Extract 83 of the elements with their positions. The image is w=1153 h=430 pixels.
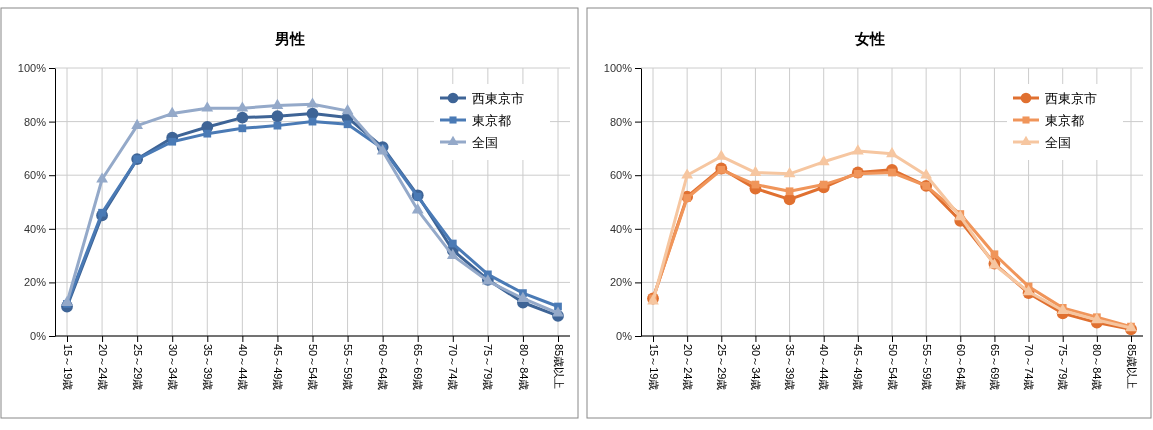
legend-label: 全国	[472, 134, 498, 150]
legend-label: 全国	[1045, 134, 1071, 150]
x-tick-label: 15～19歳	[647, 344, 660, 391]
x-tick-label: 50～54歳	[307, 344, 320, 391]
point	[271, 110, 284, 123]
x-tick-label: 75～79歳	[1057, 344, 1070, 391]
point	[343, 120, 352, 129]
point	[201, 101, 214, 112]
x-tick-label: 15～19歳	[61, 344, 74, 391]
point	[681, 168, 694, 179]
chart-title: 男性	[274, 30, 305, 48]
point	[517, 291, 529, 302]
point	[783, 167, 796, 178]
y-tick-label: 80%	[23, 115, 47, 128]
point	[785, 187, 794, 196]
x-tick-label: 80～84歳	[1091, 344, 1104, 391]
point	[886, 146, 898, 158]
x-tick-label: 45～49歳	[852, 344, 865, 391]
x-tick-label: 30～34歳	[750, 344, 763, 391]
x-tick-label: 70～74歳	[1023, 344, 1036, 391]
y-tick-label: 40%	[23, 222, 47, 235]
point	[96, 172, 108, 183]
x-tick-label: 60～64歳	[377, 344, 390, 391]
x-tick-label: 40～44歳	[818, 344, 831, 391]
x-tick-label: 25～29歳	[715, 344, 728, 391]
point	[920, 168, 933, 179]
x-tick-label: 55～59歳	[920, 344, 933, 391]
point	[411, 203, 424, 214]
y-tick-label: 40%	[609, 222, 633, 235]
x-tick-label: 40～44歳	[237, 344, 250, 391]
legend-label: 東京都	[472, 112, 511, 128]
x-tick-label: 55～59歳	[342, 344, 355, 391]
point	[236, 111, 249, 124]
point	[271, 98, 284, 109]
point	[446, 248, 459, 259]
y-tick-label: 20%	[23, 276, 47, 289]
x-tick-label: 35～39歳	[784, 344, 797, 391]
point	[817, 155, 830, 166]
x-tick-label: 20～24歳	[96, 344, 109, 391]
point	[61, 295, 73, 306]
point	[683, 194, 692, 202]
point	[341, 104, 354, 115]
point	[990, 250, 999, 259]
point	[306, 97, 319, 108]
x-tick-label: 80～84歳	[517, 344, 530, 391]
point	[236, 101, 249, 112]
point	[448, 239, 457, 248]
x-tick-label: 75～79歳	[482, 344, 495, 391]
chart-title: 女性	[853, 30, 885, 48]
point	[131, 118, 144, 130]
y-tick-label: 80%	[609, 115, 633, 128]
point	[166, 106, 179, 117]
point	[819, 180, 828, 189]
x-tick-label: 20～24歳	[681, 344, 694, 391]
x-tick-label: 35～39歳	[201, 344, 214, 391]
y-tick-label: 100%	[603, 62, 633, 75]
legend-label: 西東京市	[472, 90, 524, 106]
x-tick-label: 70～74歳	[447, 344, 460, 391]
point	[203, 129, 212, 138]
x-tick-label: 65～69歳	[989, 344, 1002, 391]
point	[552, 306, 564, 317]
x-tick-label: 85歳以上	[1125, 344, 1138, 390]
point	[749, 165, 762, 176]
x-tick-label: 60～64歳	[954, 344, 967, 391]
legend-label: 東京都	[1045, 112, 1084, 128]
point	[168, 137, 177, 146]
x-tick-label: 30～34歳	[166, 344, 179, 391]
y-tick-label: 100%	[17, 62, 47, 75]
point	[98, 208, 106, 217]
point	[238, 124, 247, 133]
y-tick-label: 0%	[616, 330, 633, 343]
x-tick-label: 45～49歳	[272, 344, 285, 391]
y-tick-label: 20%	[609, 276, 633, 289]
y-tick-label: 0%	[30, 330, 47, 343]
x-tick-label: 50～54歳	[886, 344, 899, 391]
y-tick-label: 60%	[609, 169, 633, 182]
x-tick-label: 65～69歳	[412, 344, 425, 391]
x-tick-label: 85歳以上	[552, 344, 565, 390]
legend-label: 西東京市	[1045, 90, 1097, 106]
y-tick-label: 60%	[23, 169, 47, 182]
point	[888, 168, 896, 177]
point	[851, 144, 864, 155]
x-tick-label: 25～29歳	[131, 344, 144, 391]
